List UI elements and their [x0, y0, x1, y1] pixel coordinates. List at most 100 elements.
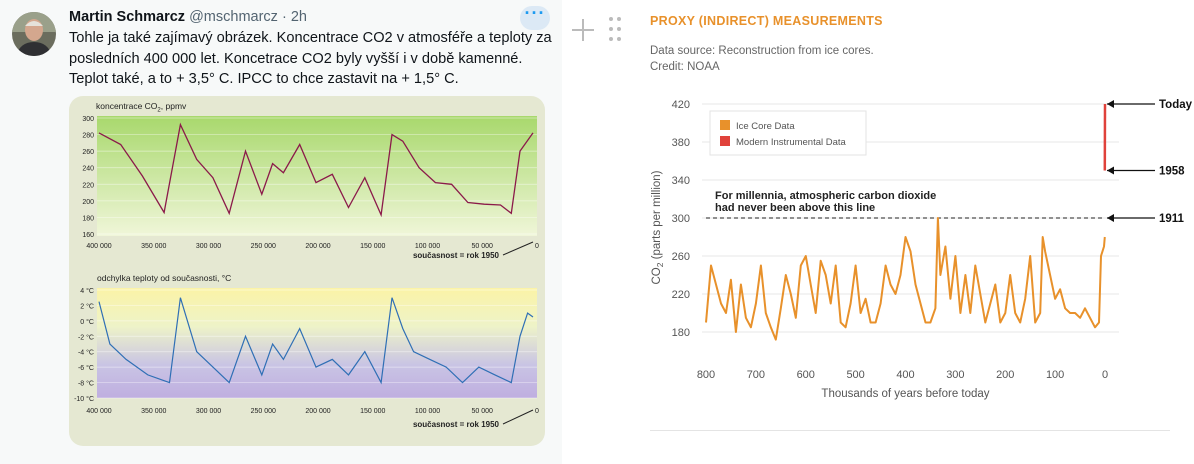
- co2-present-label: současnost = rok 1950: [413, 251, 500, 260]
- tweet-author: Martin Schmarcz @mschmarcz · 2h: [69, 9, 307, 25]
- temp-y-tick-label: -2 °C: [78, 333, 94, 341]
- co2-y-tick-label: 260: [82, 149, 94, 156]
- temp-series-line: [98, 297, 534, 385]
- x-tick-label: 800: [697, 369, 715, 381]
- temp-y-tick-label: 4 °C: [80, 287, 94, 295]
- temp-y-tick-label: -8 °C: [78, 380, 94, 388]
- x-tick-label: 200: [996, 369, 1014, 381]
- y-tick-label: 420: [672, 99, 690, 111]
- drag-handle-icon[interactable]: [608, 16, 622, 42]
- co2-y-tick-label: 200: [82, 199, 94, 206]
- legend-label-modern: Modern Instrumental Data: [736, 137, 847, 148]
- co2-x-tick-label: 300 000: [196, 243, 221, 250]
- temp-y-tick-label: -6 °C: [78, 364, 94, 372]
- tweet-text-line: Teplot také, a to + 3,5° C. IPCC to chce…: [69, 71, 459, 87]
- author-handle[interactable]: @mschmarcz: [189, 9, 278, 25]
- co2-series-line: [98, 122, 534, 218]
- temp-x-tick-label: 50 000: [472, 408, 494, 415]
- legend-box: [709, 110, 867, 156]
- x-tick-label: 600: [797, 369, 815, 381]
- reference-note-line2: had never been above this line: [715, 202, 875, 214]
- temp-x-tick-label: 250 000: [251, 408, 276, 415]
- y-tick-label: 340: [672, 175, 690, 187]
- reference-note-line1: For millennia, atmospheric carbon dioxid…: [715, 190, 936, 202]
- temp-x-tick-label: 400 000: [86, 408, 111, 415]
- add-block-icon[interactable]: [567, 14, 599, 46]
- co2-x-tick-label: 200 000: [305, 243, 330, 250]
- annotation-label: Today: [1159, 99, 1193, 111]
- temp-x-tick-label: 150 000: [360, 408, 385, 415]
- y-axis-label: CO2 (parts per million): [651, 170, 665, 284]
- annotation-arrowhead: [1107, 100, 1114, 108]
- y-tick-label: 260: [672, 251, 690, 263]
- more-options-button[interactable]: ···: [520, 4, 550, 30]
- temp-y-tick-label: -4 °C: [78, 349, 94, 357]
- temp-x-tick-label: 0: [535, 408, 539, 415]
- article-block: PROXY (INDIRECT) MEASUREMENTS Data sourc…: [648, 0, 1194, 464]
- co2-ice-core-chart: 420 380 340 300 260 220 180 800 700 600 500 400 300…: [651, 99, 1193, 400]
- co2-x-tick-label: 400 000: [86, 243, 111, 250]
- legend-swatch-ice: [720, 120, 730, 130]
- x-tick-label: 0: [1102, 369, 1108, 381]
- tweet: Martin Schmarcz @mschmarcz · 2h ··· Tohl…: [0, 0, 562, 464]
- x-tick-label: 100: [1046, 369, 1064, 381]
- temp-x-tick-label: 200 000: [305, 408, 330, 415]
- tweet-media-image[interactable]: koncentrace CO2, ppmv odchylka teploty o…: [69, 96, 545, 446]
- x-axis-label: Thousands of years before today: [821, 388, 989, 400]
- temp-x-tick-label: 350 000: [141, 408, 166, 415]
- co2-x-tick-label: 250 000: [251, 243, 276, 250]
- co2-x-tick-label: 150 000: [360, 243, 385, 250]
- tweet-time[interactable]: 2h: [290, 9, 307, 25]
- y-tick-label: 180: [672, 327, 690, 339]
- y-tick-label: 380: [672, 137, 690, 149]
- ice-core-series-line: [705, 217, 1106, 341]
- tweet-text: Tohle ja také zajímavý obrázek. Koncentr…: [69, 28, 552, 90]
- co2-x-tick-label: 50 000: [472, 243, 494, 250]
- source-line: Data source: Reconstruction from ice cor…: [650, 45, 874, 57]
- temp-x-tick-label: 300 000: [196, 408, 221, 415]
- annotation-arrowhead: [1107, 166, 1114, 175]
- tweet-text-line: posledních 400 000 let. Koncetrace CO2 b…: [69, 50, 523, 67]
- tweet-text-line: Tohle ja také zajímavý obrázek. Koncentr…: [69, 30, 552, 46]
- embedded-charts: koncentrace CO2, ppmv odchylka teploty o…: [74, 101, 539, 429]
- credit-line: Credit: NOAA: [650, 61, 720, 73]
- temp-plot-area: [97, 288, 537, 398]
- author-name[interactable]: Martin Schmarcz: [69, 9, 186, 25]
- temp-y-tick-label: 0 °C: [80, 318, 94, 326]
- meta-separator: ·: [281, 9, 287, 25]
- annotation-arrowhead: [1107, 214, 1114, 222]
- y-tick-label: 300: [672, 213, 690, 225]
- annotation-label: 1958: [1159, 166, 1185, 178]
- legend: Ice Core Data Modern Instrumental Data: [709, 110, 867, 156]
- temp-present-label: současnost = rok 1950: [413, 420, 500, 429]
- co2-present-arrow: [502, 241, 534, 256]
- x-tick-label: 500: [846, 369, 864, 381]
- temp-present-arrow: [502, 409, 534, 425]
- co2-y-tick-label: 280: [82, 133, 94, 140]
- temp-y-tick-label: -10 °C: [74, 395, 94, 403]
- temp-panel-title: odchylka teploty od současnosti, °C: [97, 273, 231, 283]
- co2-y-tick-label: 300: [82, 116, 94, 123]
- co2-y-tick-label: 180: [82, 215, 94, 222]
- temp-x-tick-label: 100 000: [415, 408, 440, 415]
- legend-swatch-modern: [720, 136, 730, 146]
- block-divider: [650, 430, 1170, 431]
- legend-label-ice: Ice Core Data: [736, 121, 795, 132]
- co2-x-tick-label: 0: [535, 243, 539, 250]
- co2-x-tick-label: 350 000: [141, 243, 166, 250]
- co2-plot-area: [97, 116, 537, 236]
- annotation-label: 1911: [1159, 213, 1185, 225]
- x-tick-label: 300: [946, 369, 964, 381]
- co2-x-tick-label: 100 000: [415, 243, 440, 250]
- data-source-note: Data source: Reconstruction from ice cor…: [650, 43, 874, 75]
- section-title: PROXY (INDIRECT) MEASUREMENTS: [650, 14, 883, 28]
- y-tick-label: 220: [672, 289, 690, 301]
- temp-y-tick-label: 2 °C: [80, 302, 94, 310]
- x-tick-label: 400: [896, 369, 914, 381]
- x-tick-label: 700: [747, 369, 765, 381]
- avatar[interactable]: [12, 12, 56, 56]
- co2-y-tick-label: 160: [82, 232, 94, 239]
- co2-y-tick-label: 240: [82, 166, 94, 173]
- co2-y-tick-label: 220: [82, 182, 94, 189]
- co2-panel-title: koncentrace CO2, ppmv: [96, 101, 187, 114]
